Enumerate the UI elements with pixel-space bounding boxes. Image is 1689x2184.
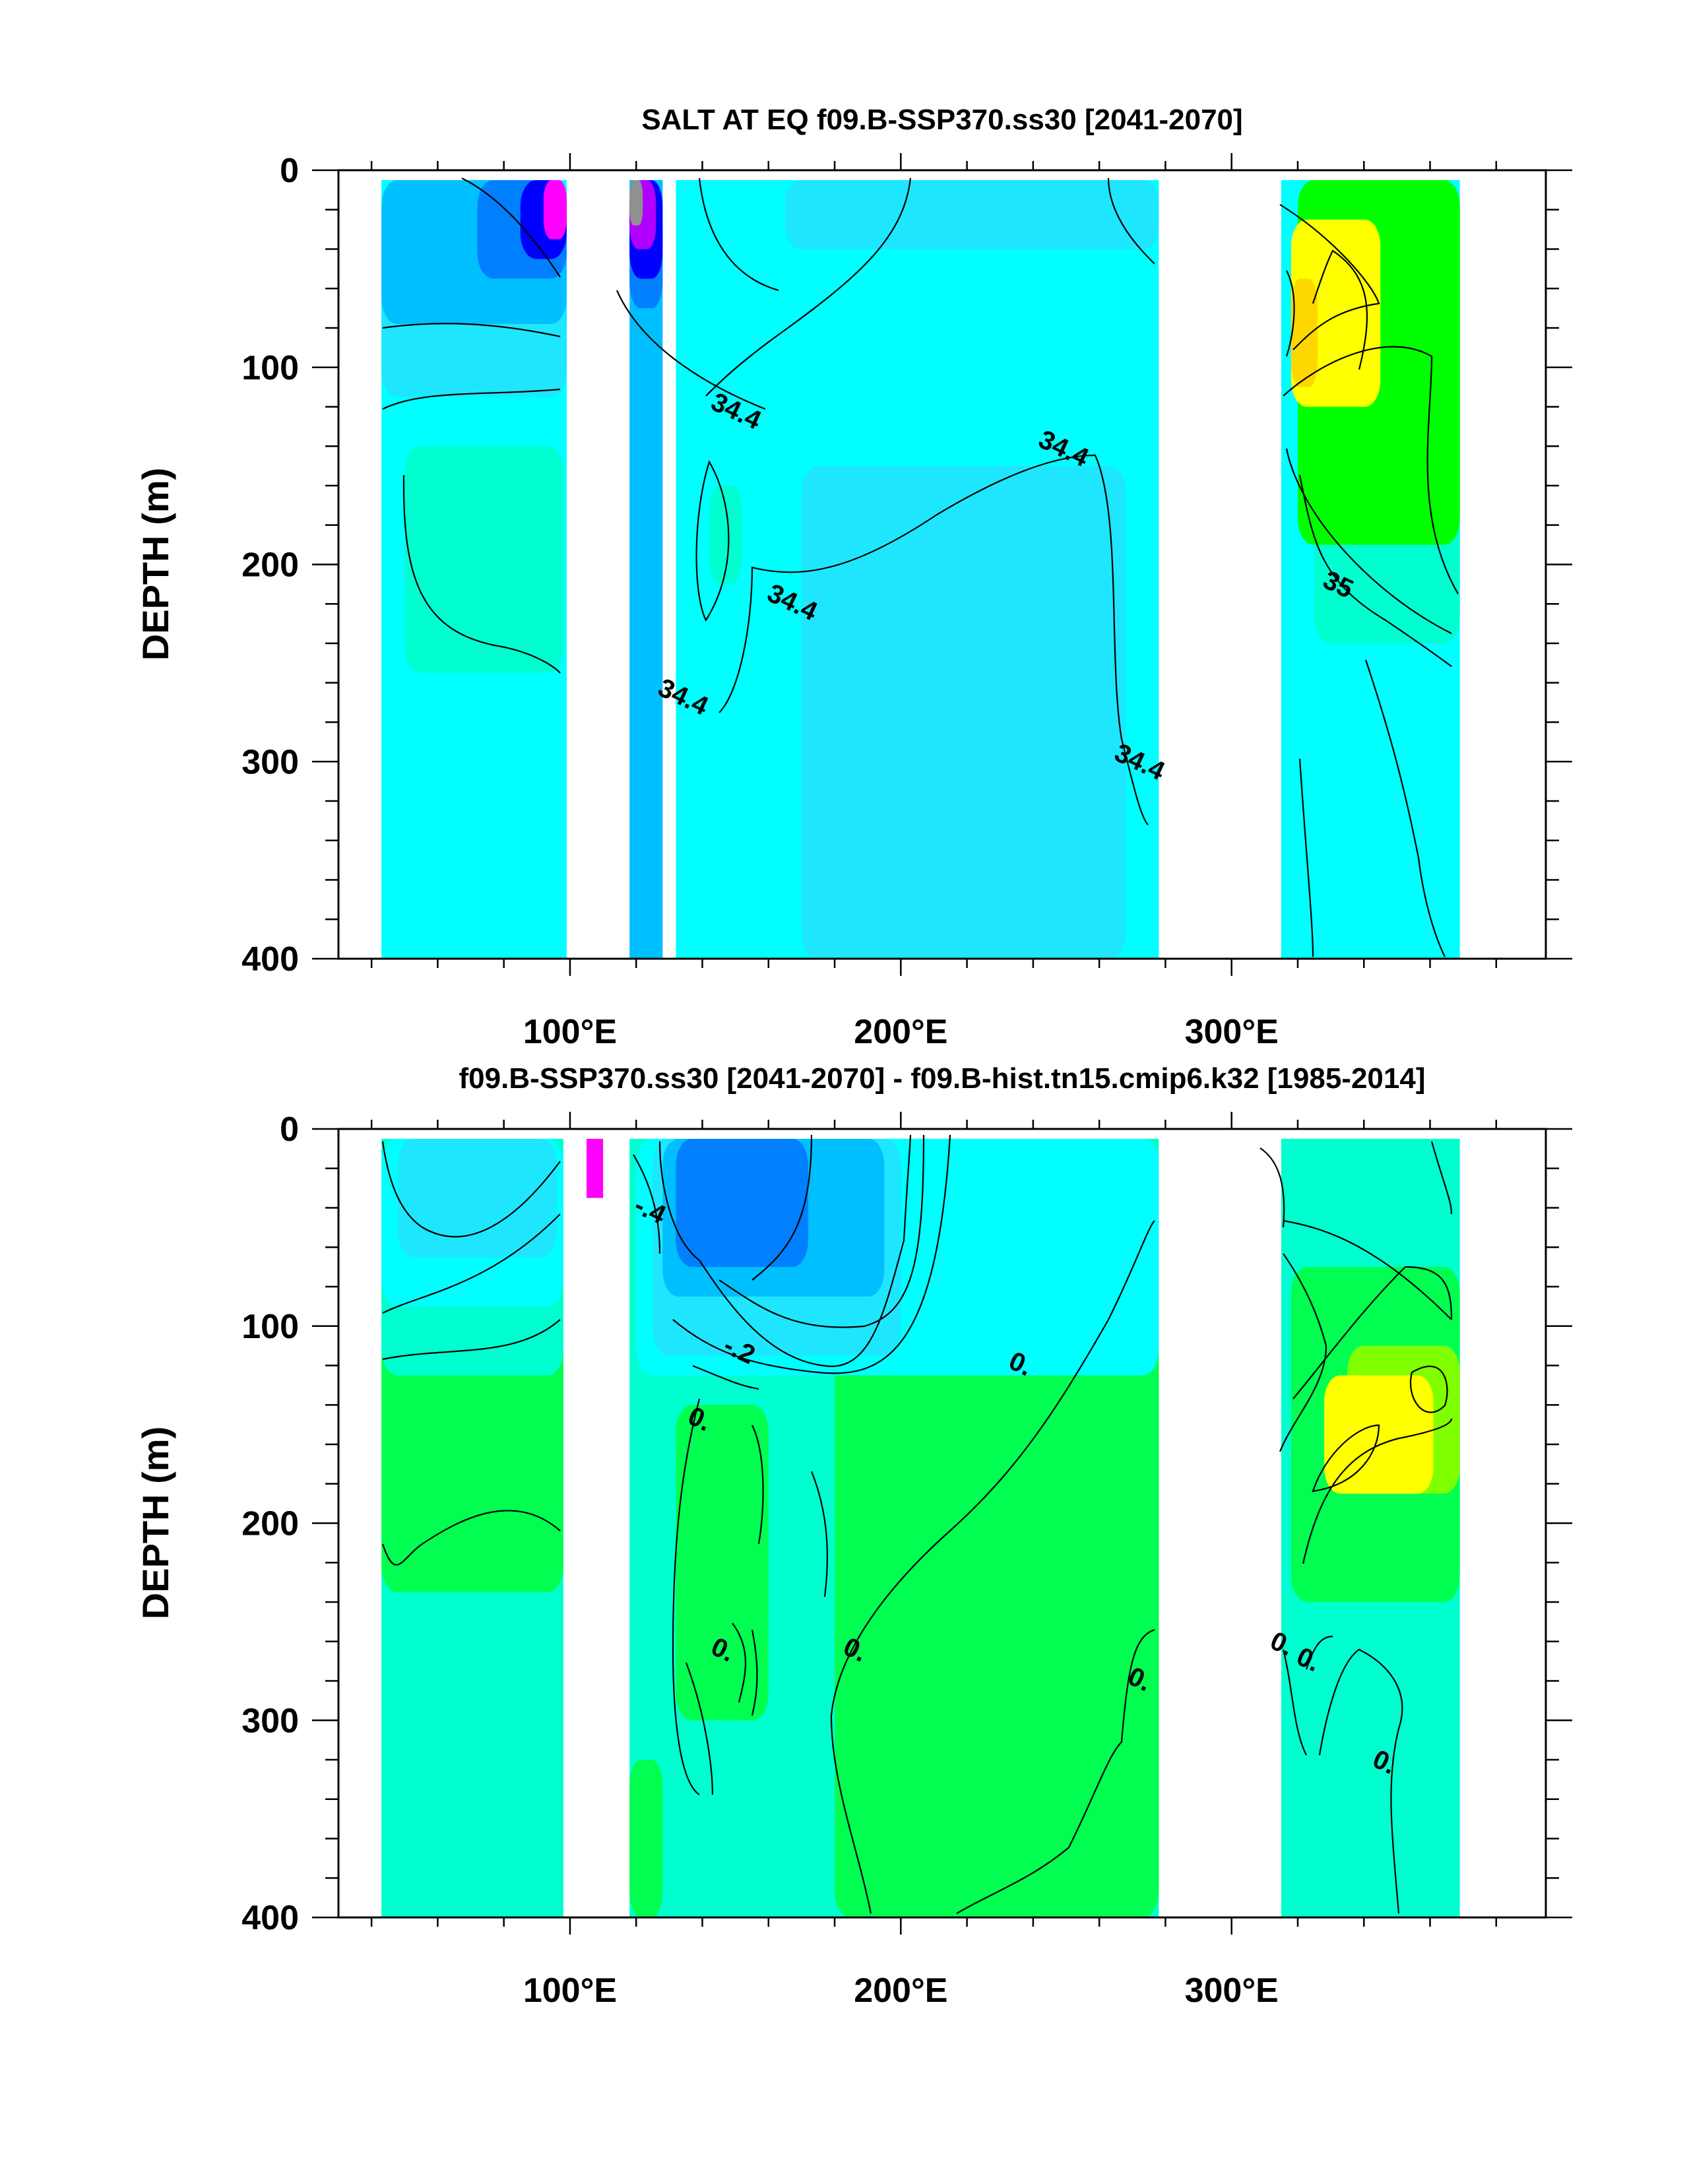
y-tick-label: 300	[241, 1702, 299, 1740]
bottom-contour-line	[751, 1134, 813, 1281]
bottom-contour-line	[1292, 1266, 1453, 1399]
bottom-contour-line	[1282, 1649, 1307, 1756]
x-tick-label: 200°E	[854, 1013, 947, 1051]
y-tick-label: 200	[241, 1505, 299, 1543]
top-contour-line	[705, 177, 912, 397]
contour-fill-indian-ocean	[398, 1138, 557, 1258]
top-contour-line	[1312, 249, 1368, 370]
bottom-contour-line	[1302, 1418, 1453, 1564]
contour-fill-atlantic-ocean	[1291, 278, 1318, 387]
top-y-axis-label: DEPTH (m)	[135, 468, 176, 660]
y-tick-label: 200	[241, 546, 299, 585]
y-tick-label: 0	[280, 1110, 299, 1149]
top-plot-frame: 100°E 200°E 300°E 0 100 200 300 400	[241, 152, 1572, 1051]
bottom-contour-line	[830, 1220, 1155, 1914]
y-tick-label: 400	[241, 1899, 299, 1937]
top-contour-line	[1285, 448, 1452, 634]
x-tick-label: 100°E	[523, 1972, 617, 2010]
bottom-contour-line	[1305, 1635, 1333, 1670]
top-contour-line	[1283, 346, 1459, 594]
bottom-contour-line	[672, 1398, 701, 1795]
contour-fill-indian-ocean	[404, 446, 563, 673]
contour-fill-indian-ocean	[381, 1306, 563, 1593]
panel-bottom: f09.B-SSP370.ss30 [2041-2070] - f09.B-hi…	[135, 1062, 1572, 2010]
contour-fill-maritime-continent	[629, 179, 663, 959]
x-tick-label: 100°E	[523, 1013, 617, 1051]
top-contour-line	[698, 177, 779, 292]
contour-fill-pacific-ocean	[629, 1760, 663, 1917]
top-contour-line	[402, 474, 561, 674]
bottom-contour-line	[633, 1154, 661, 1254]
y-tick-label: 0	[280, 152, 299, 190]
bottom-contour-line	[751, 1425, 764, 1545]
contour-fill-maritime-continent	[587, 1138, 604, 1198]
top-contour-line	[1364, 659, 1446, 957]
bottom-contour-line	[381, 1141, 561, 1238]
top-contour-line	[382, 388, 561, 410]
contour-fill-pacific-ocean	[676, 1138, 808, 1268]
x-tick-label: 300°E	[1185, 1972, 1279, 2010]
bottom-contour-line	[1318, 1648, 1403, 1914]
top-contour-line	[695, 460, 730, 622]
bottom-contour-line	[1430, 1141, 1453, 1215]
bottom-contour-line	[1259, 1147, 1285, 1228]
bottom-contour-line	[810, 1471, 829, 1597]
bottom-contour-fills	[381, 1138, 1460, 1917]
y-tick-label: 100	[241, 1308, 299, 1346]
bottom-contour-lines	[381, 1134, 1453, 1914]
bottom-contour-line	[1279, 1253, 1327, 1452]
top-contour-line	[461, 177, 561, 278]
bottom-contour-line	[381, 1510, 561, 1566]
top-contour-fills	[381, 179, 1460, 959]
bottom-contour-line	[751, 1629, 758, 1716]
bottom-contour-line	[382, 1319, 561, 1361]
bottom-contour-line	[1410, 1365, 1448, 1413]
bottom-contour-line	[672, 1134, 951, 1374]
top-contour-line	[718, 454, 1149, 825]
contour-fill-pacific-ocean	[784, 179, 1159, 249]
contour-fill-pacific-ocean	[676, 1405, 769, 1721]
bottom-contour-line	[1283, 1219, 1452, 1320]
contour-fill-pacific-ocean	[835, 1217, 1159, 1917]
y-tick-label: 400	[241, 940, 299, 979]
top-contour-line	[1107, 177, 1155, 265]
bottom-panel-title: f09.B-SSP370.ss30 [2041-2070] - f09.B-hi…	[459, 1062, 1426, 1095]
bottom-contour-line	[718, 1134, 925, 1328]
bottom-contour-line	[1312, 1424, 1380, 1493]
top-contour-line	[1298, 758, 1314, 957]
bottom-y-axis-label: DEPTH (m)	[135, 1427, 176, 1619]
bottom-contour-line	[658, 1134, 912, 1367]
contour-fill-pacific-ocean	[709, 486, 742, 585]
top-contour-line	[616, 290, 766, 410]
x-tick-label: 300°E	[1185, 1013, 1279, 1051]
contour-fill-maritime-continent	[629, 179, 643, 226]
contour-fill-indian-ocean	[543, 179, 567, 240]
x-tick-label: 200°E	[854, 1972, 947, 2010]
top-panel-title: SALT AT EQ f09.B-SSP370.ss30 [2041-2070]	[641, 104, 1242, 136]
top-contour-line	[1285, 270, 1295, 357]
bottom-contour-line	[692, 1365, 759, 1390]
bottom-contour-line	[956, 1628, 1155, 1914]
contour-fill-pacific-ocean	[801, 466, 1126, 959]
bottom-contour-line	[382, 1213, 561, 1314]
panel-top: SALT AT EQ f09.B-SSP370.ss30 [2041-2070]…	[135, 104, 1572, 1051]
bottom-contour-line	[732, 1622, 747, 1703]
bottom-plot-frame: 100°E 200°E 300°E 0 100 200 300 400	[241, 1110, 1572, 2010]
bottom-contour-line	[685, 1662, 714, 1795]
y-tick-label: 100	[241, 349, 299, 387]
top-contour-lines	[382, 177, 1459, 957]
y-tick-label: 300	[241, 743, 299, 781]
top-contour-line	[1298, 474, 1452, 667]
top-contour-line	[382, 323, 561, 338]
top-contour-line	[1279, 204, 1380, 350]
